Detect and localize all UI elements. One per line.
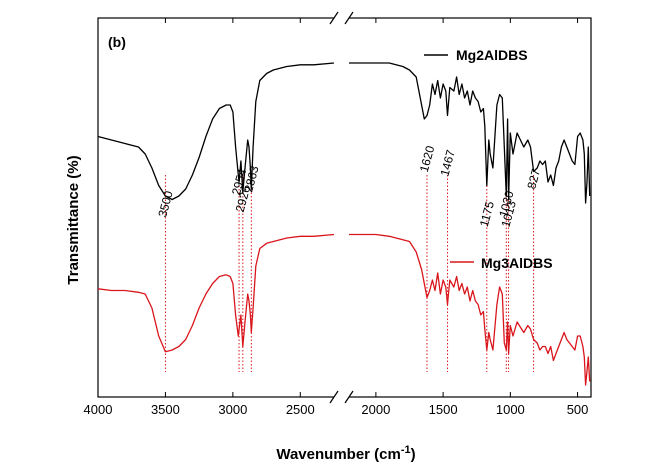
annotation-1175: 1175 [477,199,497,228]
series-line-mg2aldbs [97,62,591,204]
x-tick-label-1000: 1000 [496,402,525,417]
annotation-1013: 1013 [499,199,520,229]
x-tick-label-3500: 3500 [151,402,180,417]
x-tick-label-4000: 4000 [84,402,113,417]
x-axis-title-sup: -1 [401,444,411,456]
x-tick-label-2000: 2000 [361,402,390,417]
break-slash-0 [329,390,339,404]
annotation-2954: 2954 [229,167,250,197]
legend-label-mg3aldbs: Mg3AlDBS [481,255,553,271]
annotation-1467: 1467 [437,148,458,178]
annotation-2926: 2926 [233,184,254,214]
x-tick-label-2500: 2500 [286,402,315,417]
break-gap-top [334,12,349,24]
annotation-827: 827 [524,167,543,190]
y-axis-title: Transmittance (%) [65,155,82,284]
break-slash-3 [344,11,354,25]
axis-break-marks [329,11,354,404]
x-axis: 4000 3500 3000 2500 2000 1500 1000 500 [84,18,589,417]
x-tick-label-3000: 3000 [218,402,247,417]
series-line-mg3aldbs [97,233,591,386]
legend-mg2aldbs: Mg2AlDBS [424,47,528,63]
annotation-guides [164,175,535,372]
break-slash-1 [344,390,354,404]
break-gap-bottom [334,391,349,403]
x-axis-title-main: Wavenumber (cm [276,446,400,463]
x-tick-label-1500: 1500 [429,402,458,417]
panel-label: (b) [108,34,126,50]
series-layer [97,62,591,386]
x-tick-label-500: 500 [567,402,589,417]
break-slash-2 [329,11,339,25]
annotation-3500: 3500 [155,189,176,219]
x-axis-title: Wavenumber (cm-1) [276,444,415,463]
annotation-1620: 1620 [417,144,438,174]
annotation-1030: 1030 [496,189,517,219]
legend-label-mg2aldbs: Mg2AlDBS [456,47,528,63]
legend-mg3aldbs: Mg3AlDBS [450,255,553,271]
x-axis-title-close: ) [411,446,416,463]
annotation-2863: 2863 [241,164,262,194]
